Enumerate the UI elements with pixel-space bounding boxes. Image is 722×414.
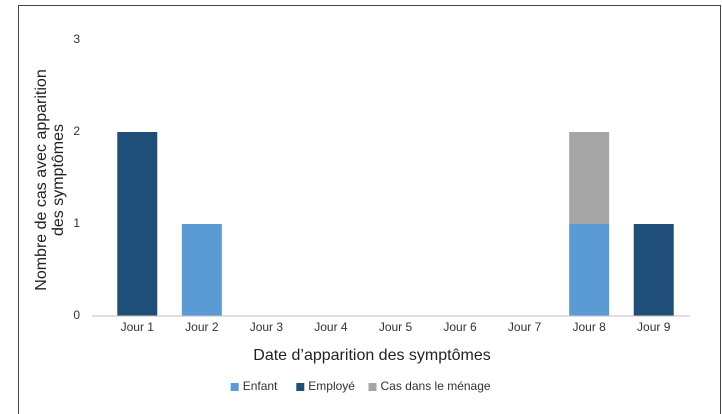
x-tick-label: Jour 1: [121, 320, 155, 334]
y-tick-label: 3: [73, 32, 80, 46]
x-tick-label: Jour 6: [443, 320, 477, 334]
y-axis-title: Nombre de cas avec apparition des symptô…: [33, 69, 67, 290]
legend-label: Employé: [308, 379, 355, 393]
x-tick-label: Jour 4: [314, 320, 348, 334]
x-tick-label: Jour 5: [379, 320, 413, 334]
y-tick-label: 0: [73, 308, 80, 322]
bar-segment: [633, 224, 674, 316]
y-axis-title-line: Nombre de cas avec apparition: [33, 69, 50, 290]
chart-frame: [18, 5, 721, 414]
x-axis-title: Date d’apparition des symptômes: [253, 347, 490, 364]
y-tick-label: 1: [73, 216, 80, 230]
x-tick-label: Jour 2: [185, 320, 219, 334]
x-tick-label: Jour 7: [508, 320, 542, 334]
bar-segment: [569, 132, 610, 224]
y-tick-label: 2: [73, 124, 80, 138]
legend-label: Cas dans le ménage: [381, 379, 491, 393]
x-tick-label: Jour 3: [250, 320, 284, 334]
bar-segment: [117, 132, 158, 316]
legend-swatch: [296, 383, 305, 391]
y-axis-title-line: des symptômes: [50, 124, 67, 236]
x-tick-label: Jour 9: [637, 320, 671, 334]
legend-label: Enfant: [243, 379, 278, 393]
legend-swatch: [368, 383, 377, 391]
x-tick-label: Jour 8: [572, 320, 606, 334]
bar-segment: [569, 224, 610, 316]
legend-swatch: [230, 383, 239, 391]
bar-segment: [181, 224, 222, 316]
